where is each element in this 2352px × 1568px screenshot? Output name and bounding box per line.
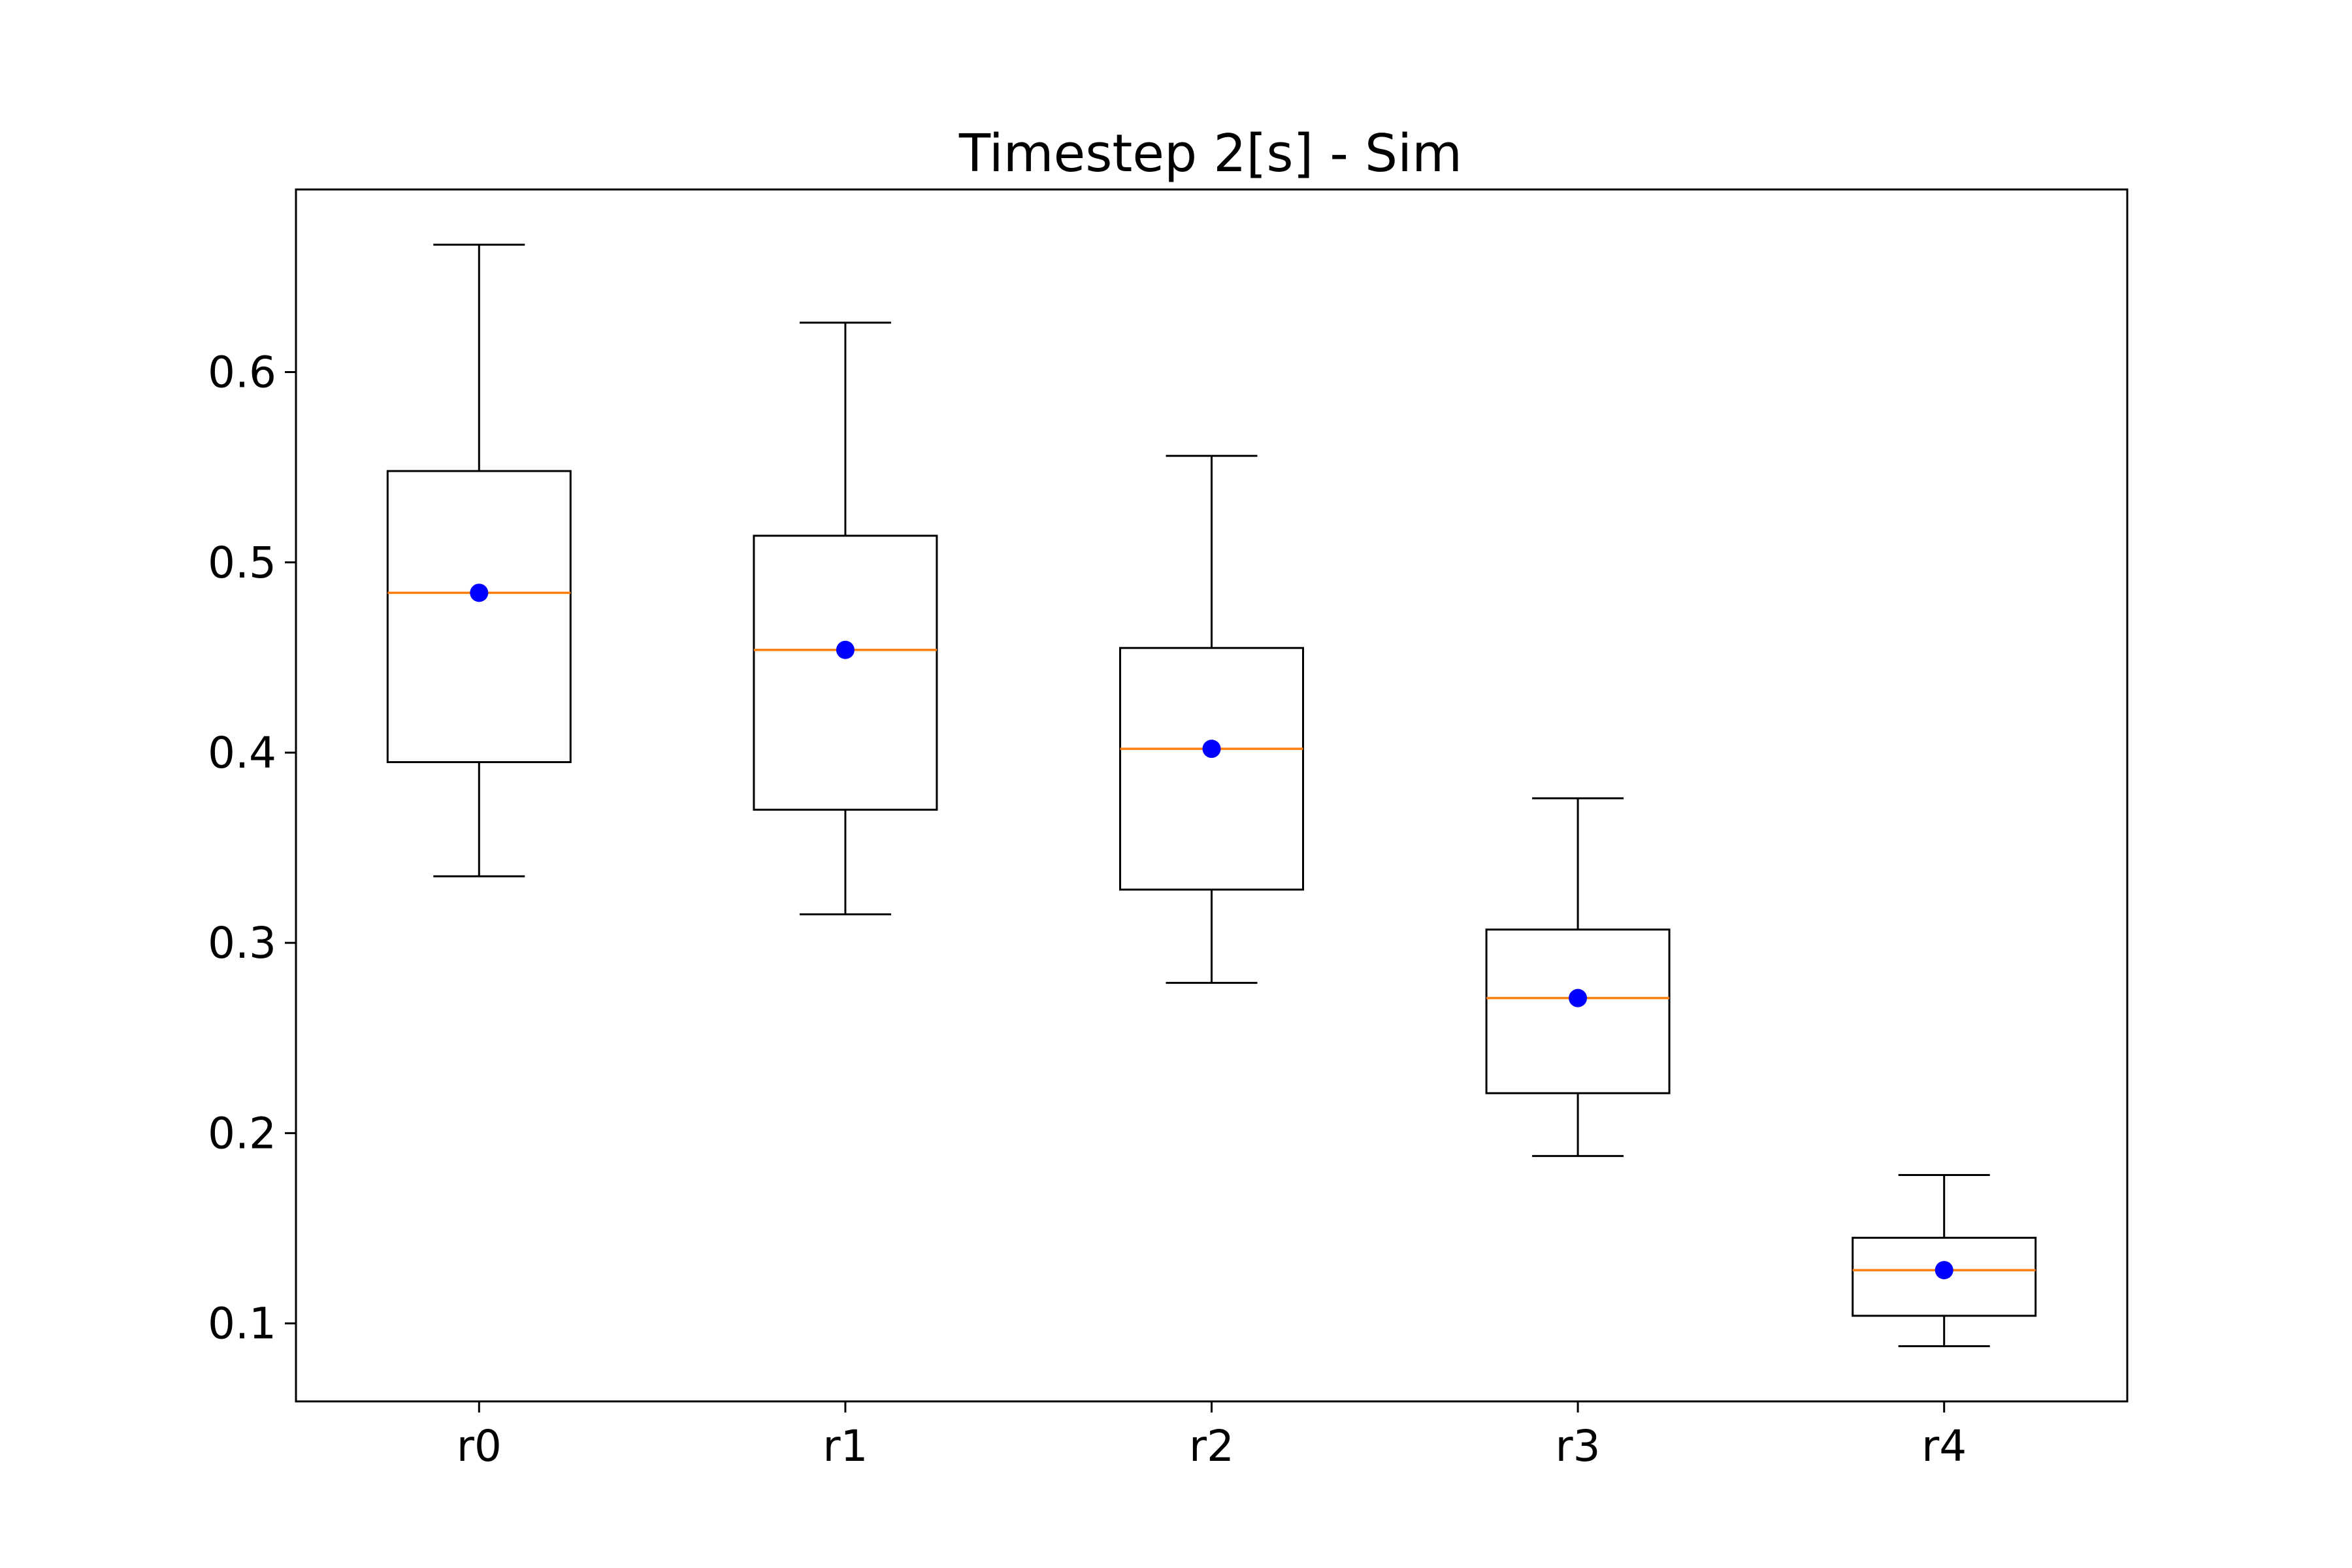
mean-marker <box>1202 740 1221 759</box>
iqr-box <box>753 534 938 811</box>
y-tick-label: 0.5 <box>208 538 276 588</box>
x-tick-label: r1 <box>823 1421 868 1471</box>
y-tick-label: 0.6 <box>208 348 276 398</box>
iqr-box <box>1485 928 1671 1094</box>
box-r4 <box>1852 1173 2037 1348</box>
y-tick-label: 0.3 <box>208 918 276 968</box>
x-tick-label: r2 <box>1189 1421 1234 1471</box>
mean-marker <box>836 640 855 659</box>
y-tick-label: 0.4 <box>208 728 276 778</box>
box-r2 <box>1119 455 1304 984</box>
iqr-box <box>1119 647 1304 891</box>
y-tick-label: 0.1 <box>208 1299 276 1349</box>
x-tick-label: r4 <box>1921 1421 1967 1471</box>
mean-marker <box>470 583 489 602</box>
y-tick-label: 0.2 <box>208 1108 276 1158</box>
mean-marker <box>1569 988 1588 1007</box>
box-r0 <box>386 243 572 877</box>
y-axis: 0.1 0.2 0.3 0.4 0.5 0.6 <box>208 348 296 1349</box>
mean-marker <box>1935 1261 1953 1280</box>
box-r1 <box>753 321 938 916</box>
x-tick-label: r0 <box>457 1421 502 1471</box>
plot-area <box>386 243 2037 1348</box>
iqr-box <box>386 470 572 764</box>
iqr-box <box>1852 1237 2037 1317</box>
x-axis: r0 r1 r2 r3 r4 <box>457 1401 1967 1471</box>
box-r3 <box>1485 797 1671 1157</box>
chart-title: Timestep 2[s] - Sim <box>958 123 1462 184</box>
x-tick-label: r3 <box>1556 1421 1601 1471</box>
